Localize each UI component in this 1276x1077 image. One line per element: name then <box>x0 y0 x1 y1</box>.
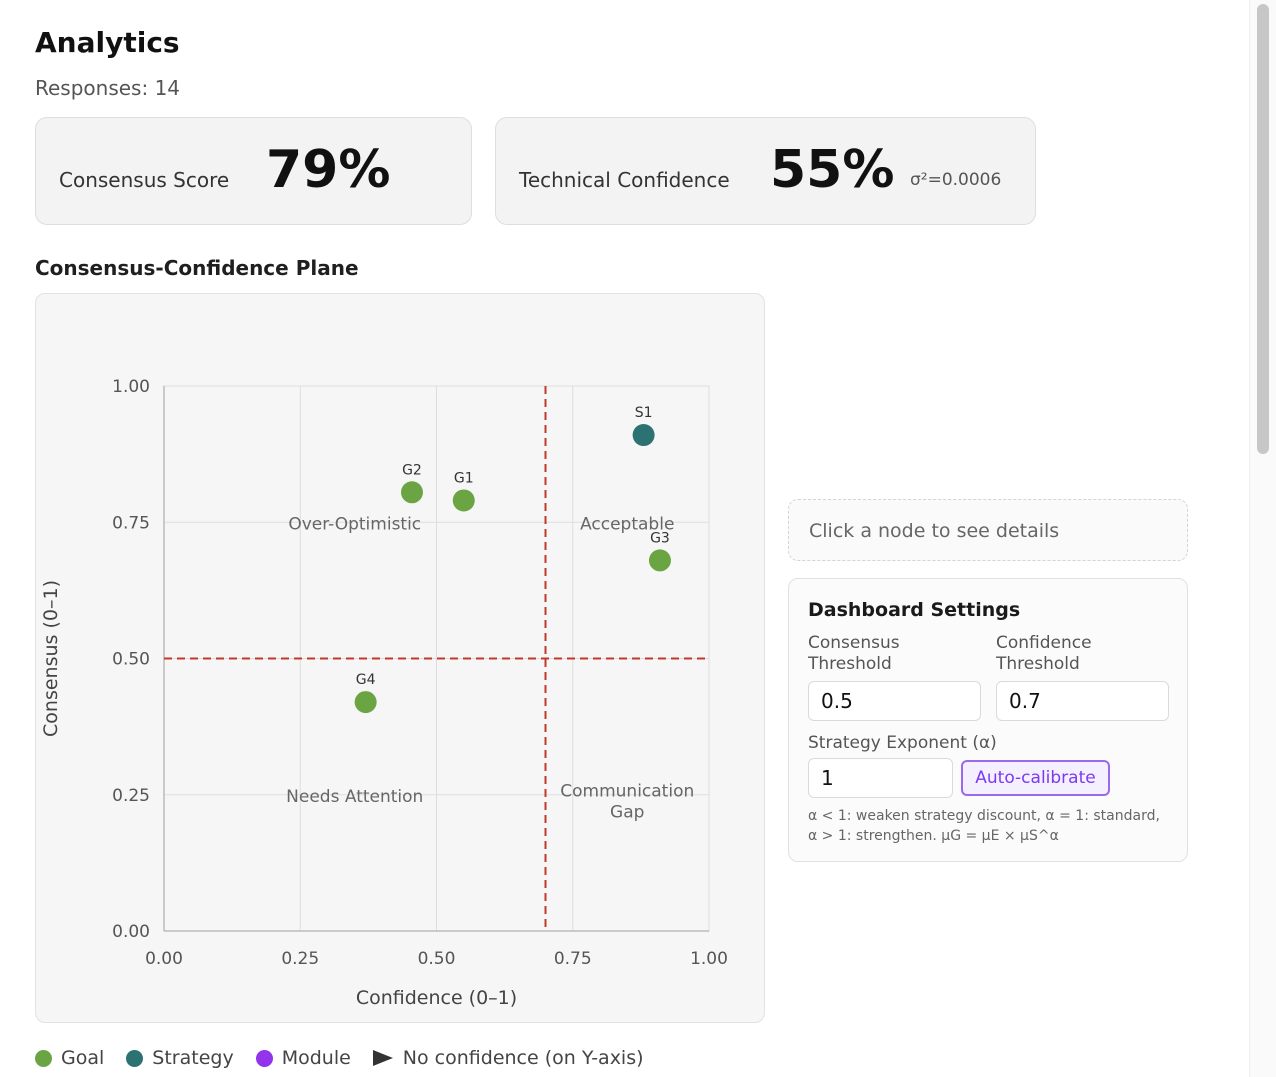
data-point-goal <box>648 549 671 572</box>
chart-legend: Goal Strategy Module No confidence (on Y-ax… <box>35 1045 666 1071</box>
confidence-threshold-input[interactable]: 0.7 <box>996 681 1169 721</box>
data-point-label: G2 <box>402 462 422 478</box>
consensus-threshold-label: Consensus Threshold <box>808 633 900 674</box>
quadrant-label: Over-Optimistic <box>288 514 421 534</box>
legend-item-module: Module <box>255 1047 351 1069</box>
data-point-goal <box>452 489 475 512</box>
technical-confidence-value: 55% <box>770 140 895 200</box>
legend-label: No confidence (on Y-axis) <box>402 1047 644 1069</box>
technical-confidence-card: Technical Confidence 55% σ²=0.0006 <box>495 117 1036 225</box>
x-tick-label: 0.00 <box>145 949 183 969</box>
confidence-threshold-label: Confidence Threshold <box>996 633 1092 674</box>
x-tick-label: 0.75 <box>554 949 592 969</box>
legend-item-goal: Goal <box>35 1047 104 1069</box>
data-point-label: G4 <box>356 672 376 688</box>
plane-title: Consensus-Confidence Plane <box>35 256 359 280</box>
page-title: Analytics <box>35 26 180 59</box>
x-tick-label: 0.50 <box>418 949 456 969</box>
strategy-exponent-label: Strategy Exponent (α) <box>808 733 997 753</box>
data-point-goal <box>400 481 423 504</box>
auto-calibrate-button[interactable]: Auto-calibrate <box>961 760 1110 796</box>
strategy-exponent-input[interactable]: 1 <box>808 758 953 798</box>
consensus-score-label: Consensus Score <box>59 168 230 192</box>
y-tick-label: 0.25 <box>112 786 150 806</box>
strategy-exponent-help: α < 1: weaken strategy discount, α = 1: … <box>808 808 1160 844</box>
consensus-threshold-input[interactable]: 0.5 <box>808 681 981 721</box>
data-point-label: G3 <box>650 530 670 546</box>
scrollbar-thumb[interactable] <box>1257 4 1269 454</box>
legend-item-strategy: Strategy <box>126 1047 234 1069</box>
x-axis-title: Confidence (0–1) <box>356 987 517 1009</box>
data-point-goal <box>354 691 377 714</box>
dot-icon <box>35 1049 52 1067</box>
dot-icon <box>255 1049 273 1067</box>
y-tick-label: 0.50 <box>112 650 150 670</box>
y-tick-label: 0.75 <box>112 513 150 533</box>
technical-confidence-label: Technical Confidence <box>519 168 730 192</box>
node-details-placeholder: Click a node to see details <box>809 520 1060 542</box>
x-tick-label: 0.25 <box>281 949 319 969</box>
quadrant-label: Needs Attention <box>286 787 423 807</box>
legend-label: Module <box>281 1047 351 1069</box>
dashboard-settings-panel: Dashboard Settings Consensus Threshold 0… <box>788 578 1188 862</box>
responses-count: Responses: 14 <box>35 76 181 100</box>
triangle-icon <box>372 1050 393 1066</box>
scatter-chart: 0.00 0.25 0.50 0.75 1.00 0.00 0.25 0.50 0.75 1.00… <box>40 377 728 1009</box>
y-axis-title: Consensus (0–1) <box>40 580 62 737</box>
quadrant-label: Gap <box>610 802 644 822</box>
consensus-score-value: 79% <box>266 140 391 200</box>
legend-label: Goal <box>61 1047 105 1069</box>
legend-item-no: No confidence (on Y-axis) <box>372 1047 644 1069</box>
node-details-panel: Click a node to see details <box>788 499 1188 561</box>
data-point-label: G1 <box>454 470 474 486</box>
legend-label: Strategy <box>152 1047 234 1069</box>
y-tick-label: 0.00 <box>112 922 150 942</box>
y-tick-label: 1.00 <box>112 377 150 397</box>
variance-note: σ²=0.0006 <box>910 170 1002 190</box>
chart-panel: 0.00 0.25 0.50 0.75 1.00 0.00 0.25 0.50 0.75 1.00… <box>35 293 765 1023</box>
quadrant-label: Acceptable <box>580 514 674 534</box>
settings-title: Dashboard Settings <box>808 599 1021 621</box>
quadrant-label: Communication <box>560 781 694 801</box>
dot-icon <box>126 1049 144 1067</box>
scrollbar[interactable] <box>1249 0 1276 1077</box>
consensus-score-card: Consensus Score 79% <box>35 117 472 225</box>
data-point-strategy <box>632 424 655 447</box>
data-point-label: S1 <box>635 405 653 421</box>
x-tick-label: 1.00 <box>690 949 728 969</box>
